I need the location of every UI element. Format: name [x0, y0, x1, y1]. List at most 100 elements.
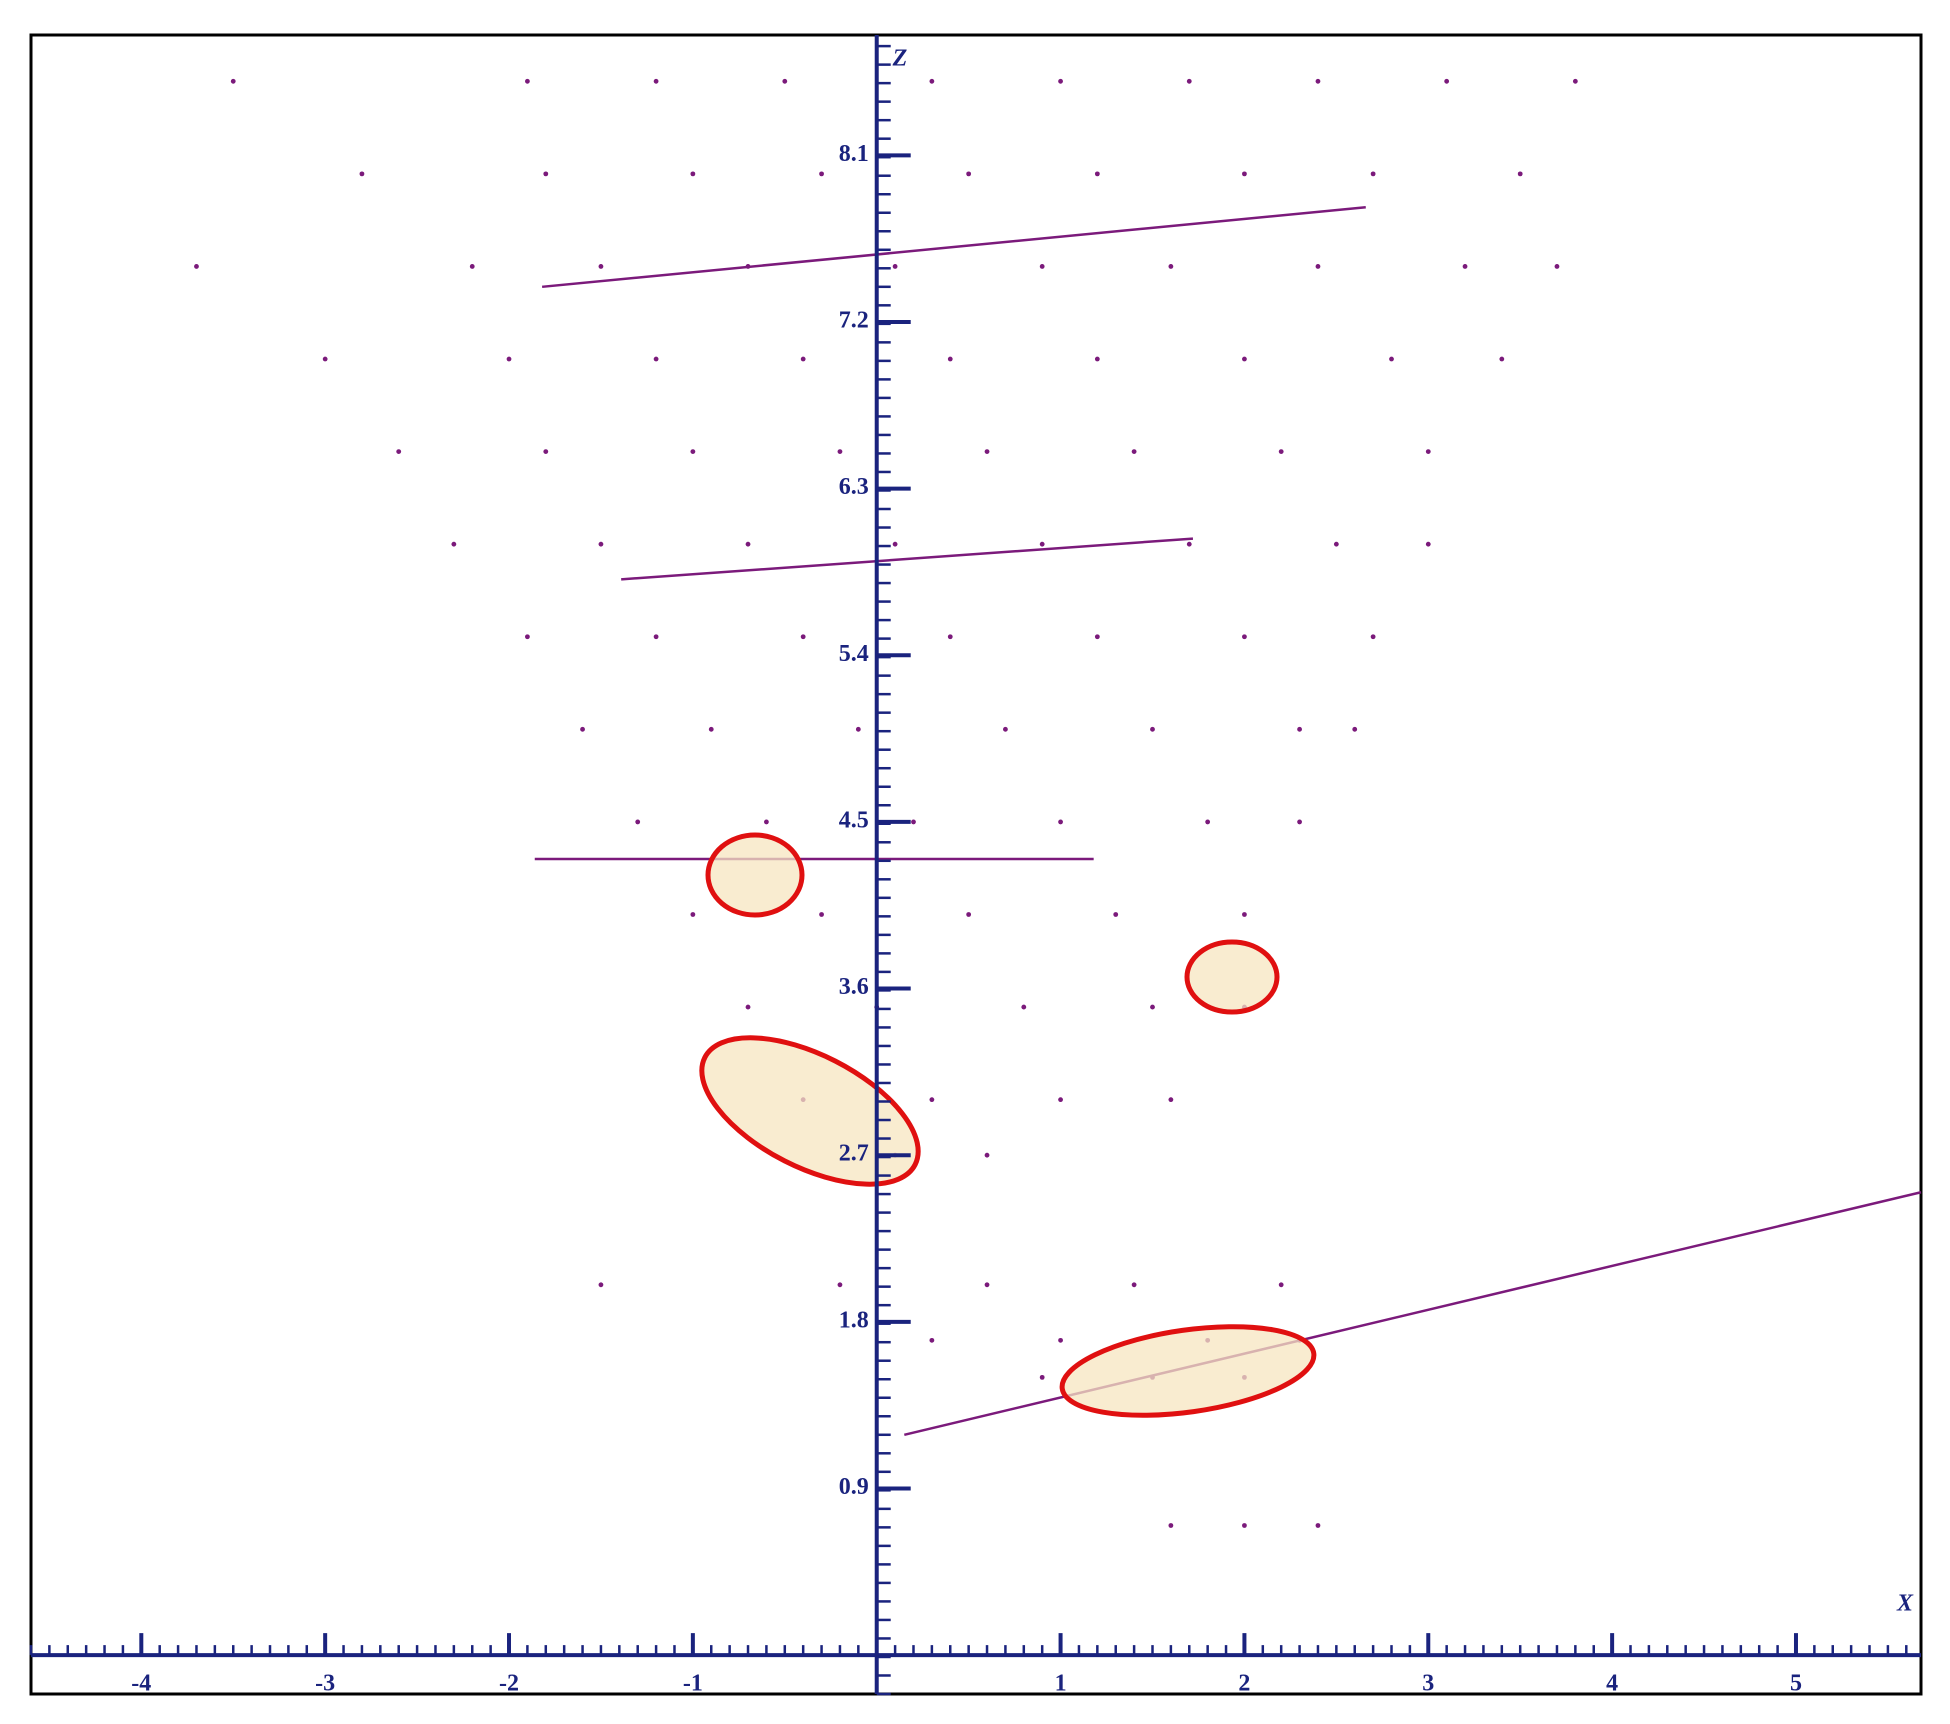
point [947, 356, 953, 362]
point [745, 541, 751, 547]
point [782, 78, 788, 84]
point [1462, 264, 1468, 269]
point [1168, 264, 1174, 269]
point [1297, 726, 1302, 732]
y-tick-label: 8.1 [839, 141, 869, 167]
y-tick-label: 7.2 [839, 307, 869, 333]
point [451, 541, 457, 547]
point [1278, 449, 1284, 455]
point [966, 171, 972, 177]
highlight-region [1059, 1324, 1317, 1418]
streak-line [541, 205, 1366, 289]
point [984, 1152, 990, 1158]
point [322, 356, 328, 362]
x-tick-label: -4 [131, 1671, 151, 1697]
point [1058, 1097, 1063, 1103]
point [598, 541, 604, 547]
point [1554, 264, 1560, 269]
point [598, 264, 604, 269]
point [800, 356, 806, 362]
point [1058, 819, 1063, 825]
point [708, 726, 714, 732]
point [892, 264, 898, 269]
point [837, 1282, 843, 1288]
plot-frame [29, 33, 1923, 1696]
point [525, 78, 530, 84]
point [1113, 912, 1119, 917]
point [819, 171, 824, 177]
point [525, 634, 530, 640]
y-tick-label: 1.8 [839, 1307, 869, 1333]
point [1186, 78, 1192, 84]
streak-line [621, 537, 1194, 581]
point [1425, 449, 1431, 455]
point [984, 449, 990, 455]
point [1242, 356, 1247, 362]
point [653, 78, 659, 84]
point [1278, 1282, 1284, 1288]
y-tick-label: 5.4 [839, 641, 869, 667]
point [892, 541, 898, 547]
point [1315, 264, 1321, 269]
x-tick-label: 5 [1790, 1671, 1802, 1697]
y-tick-label: 6.3 [839, 474, 869, 500]
point [1517, 171, 1523, 177]
point [580, 726, 585, 732]
point [690, 449, 696, 455]
point [359, 171, 365, 177]
point [1058, 78, 1063, 84]
point [653, 356, 659, 362]
point [1370, 634, 1376, 640]
point [1297, 819, 1302, 825]
point [911, 819, 916, 825]
point [1315, 1523, 1321, 1528]
point [966, 912, 972, 917]
point [543, 449, 549, 455]
point [1021, 1004, 1027, 1010]
point [1242, 1523, 1247, 1528]
point [800, 634, 806, 640]
point [653, 634, 659, 640]
point [1425, 541, 1431, 547]
point [1150, 726, 1155, 732]
y-tick-label: 2.7 [839, 1141, 869, 1167]
y-axis-label: Z [892, 46, 908, 72]
highlight-region [705, 832, 805, 918]
point [1094, 634, 1100, 640]
point [1242, 912, 1247, 917]
point [1039, 264, 1045, 269]
point [543, 171, 549, 177]
point [1499, 356, 1505, 362]
point [929, 1337, 935, 1343]
point [598, 1282, 604, 1288]
point [690, 912, 696, 917]
point [819, 912, 824, 917]
x-tick-label: 2 [1238, 1671, 1250, 1697]
point [1444, 78, 1450, 84]
point [1186, 541, 1192, 547]
highlight-region [1184, 939, 1280, 1015]
point [1094, 171, 1100, 177]
point [984, 1282, 990, 1288]
point [1094, 356, 1100, 362]
point [1315, 78, 1321, 84]
point [396, 449, 402, 455]
point [1168, 1523, 1174, 1528]
y-tick-label: 0.9 [839, 1474, 869, 1500]
y-tick-label: 4.5 [839, 807, 869, 833]
y-tick-label: 3.6 [839, 974, 869, 1000]
point [929, 1097, 935, 1103]
point [929, 78, 935, 84]
point [1205, 819, 1211, 825]
point [1242, 171, 1247, 177]
x-axis-label: X [1896, 1591, 1914, 1617]
point [1389, 356, 1394, 362]
point [1572, 78, 1578, 84]
point [194, 264, 199, 269]
point [1242, 634, 1247, 640]
point [947, 634, 953, 640]
point [1039, 541, 1045, 547]
point [230, 78, 236, 84]
point [635, 819, 641, 825]
